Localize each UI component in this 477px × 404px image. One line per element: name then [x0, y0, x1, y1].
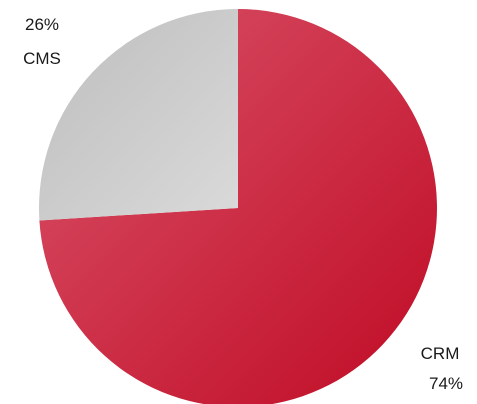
cms-name-label: CMS [23, 49, 61, 68]
pie-slice-cms [38, 9, 238, 221]
cms-percent-label: 26% [25, 15, 59, 34]
pie-slice-crm [39, 9, 437, 404]
crm-name-label: CRM [421, 344, 460, 363]
crm-percent-label: 74% [429, 374, 463, 393]
